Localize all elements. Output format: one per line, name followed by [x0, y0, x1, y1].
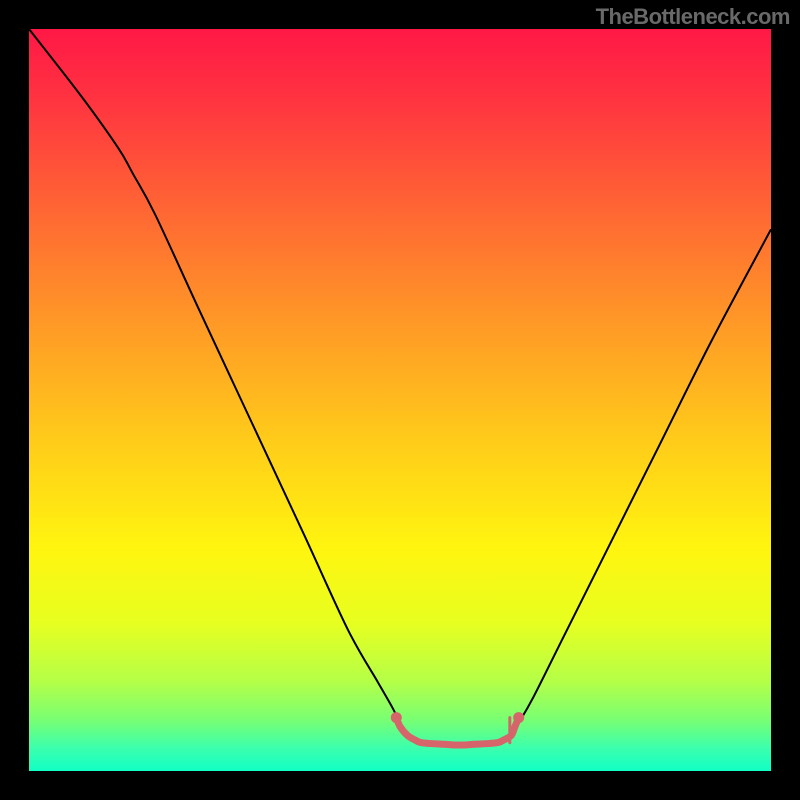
optimal-range-end-dot	[513, 712, 524, 723]
bottleneck-chart	[0, 0, 800, 800]
chart-container: TheBottleneck.com	[0, 0, 800, 800]
watermark-text: TheBottleneck.com	[596, 4, 790, 30]
optimal-range-end-dot	[391, 712, 402, 723]
gradient-background	[29, 29, 771, 771]
